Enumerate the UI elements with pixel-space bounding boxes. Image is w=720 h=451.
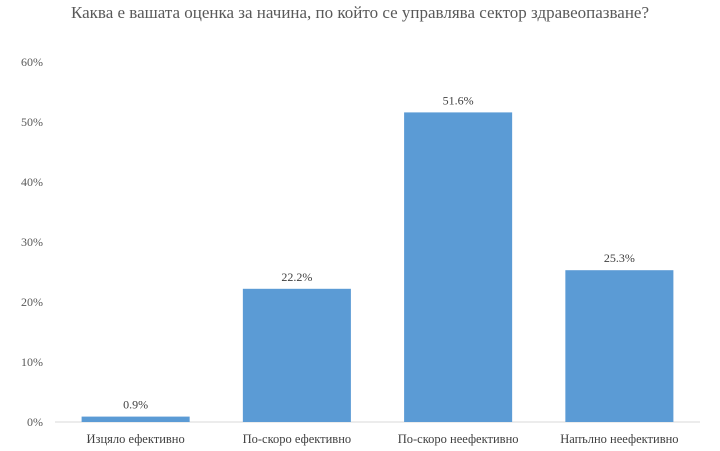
data-label: 22.2% (281, 270, 312, 284)
x-tick-label: По-скоро неефективно (398, 432, 519, 446)
bar (242, 288, 351, 422)
y-tick-label: 0% (27, 415, 43, 429)
chart-title: Каква е вашата оценка за начина, по койт… (70, 3, 650, 22)
data-label: 25.3% (604, 251, 635, 265)
bar (81, 416, 190, 422)
data-label: 0.9% (123, 398, 148, 412)
y-tick-label: 10% (21, 355, 43, 369)
y-tick-label: 60% (21, 55, 43, 69)
y-tick-label: 20% (21, 295, 43, 309)
x-tick-label: По-скоро ефективно (243, 432, 352, 446)
x-tick-label: Изцяло ефективно (86, 432, 184, 446)
y-tick-label: 40% (21, 175, 43, 189)
x-tick-label: Напълно неефективно (560, 432, 678, 446)
bar (404, 112, 513, 423)
data-label: 51.6% (443, 93, 474, 107)
y-tick-label: 50% (21, 115, 43, 129)
y-tick-label: 30% (21, 235, 43, 249)
bar (565, 270, 674, 422)
